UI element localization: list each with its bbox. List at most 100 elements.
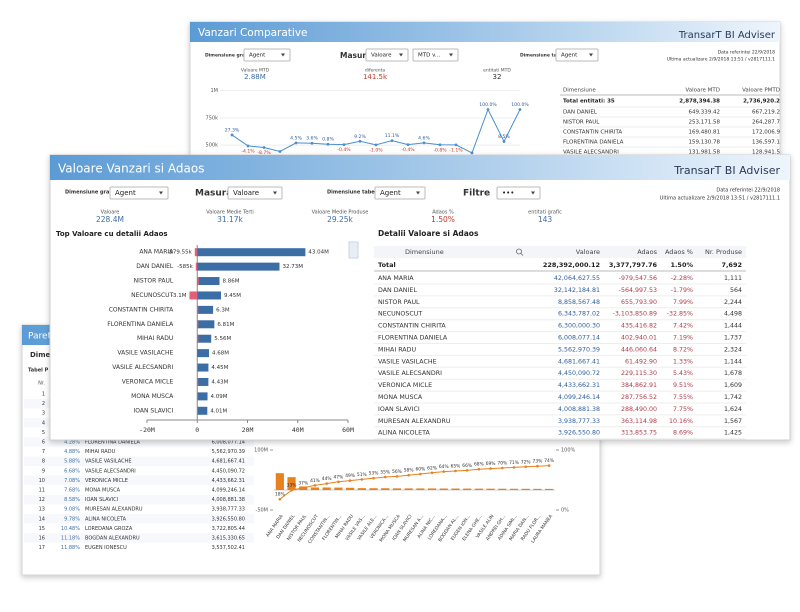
table-header: Nr. Produse	[705, 248, 742, 256]
point	[501, 466, 504, 470]
table-cell: 229,115.30	[621, 370, 657, 377]
table-cell: 667,219.2	[752, 110, 780, 116]
category-label: IOAN SLAVICI	[134, 407, 174, 414]
table-cell: 32,142,184.81	[554, 287, 600, 294]
dropdown[interactable]	[109, 186, 169, 200]
table-cell: 1,567	[724, 418, 742, 425]
data-label: 4.09M	[211, 394, 228, 400]
table-header: Adaos %	[665, 248, 693, 256]
table-cell: 7.75%	[673, 406, 693, 413]
bar	[197, 406, 198, 415]
table-cell: 11.88%	[61, 545, 80, 551]
table-cell: DAN DANIEL	[378, 287, 417, 294]
category-label: NISTOR PAUL	[134, 278, 174, 285]
table-cell: 384,862.91	[621, 382, 657, 389]
bar	[346, 487, 355, 490]
table-cell: -3,103,850.89	[613, 311, 657, 318]
table-header: Adaos	[637, 248, 657, 256]
bar	[197, 363, 209, 372]
data-label: 100.0%	[511, 102, 529, 108]
point	[342, 143, 346, 147]
data-label: 68%	[474, 462, 484, 468]
point	[477, 467, 481, 471]
point	[313, 484, 317, 487]
table-cell: VASILE ALECSANDRI	[563, 150, 619, 156]
table-cell: CONSTANTIN CHIRITA	[563, 130, 622, 136]
dropdown[interactable]	[374, 186, 426, 200]
dropdown[interactable]	[243, 48, 291, 62]
kpi-value: 31.17k	[217, 215, 243, 224]
dropdown-caret	[273, 191, 277, 195]
data-label: 51%	[357, 472, 367, 478]
search-icon-handle	[520, 253, 524, 256]
table-cell: 8.69%	[673, 430, 693, 437]
dropdown[interactable]	[555, 48, 599, 62]
table-cell: 10.16%	[669, 418, 693, 425]
table-cell: 3,537,502.41	[212, 545, 245, 551]
data-label: 4.68M	[212, 351, 229, 357]
table-cell: 4,450,090.72	[558, 370, 600, 377]
table-cell: MURESAN ALEXANDRU	[378, 418, 451, 425]
bar	[197, 363, 198, 372]
dropdown[interactable]	[412, 48, 459, 62]
dropdown[interactable]	[496, 186, 541, 200]
chart-title: Top Valoare cu detalii Adaos	[56, 230, 168, 238]
data-label: 4.01M	[210, 408, 227, 414]
table-header: Dimensiune	[405, 248, 444, 256]
table-cell: ANA MARIA	[378, 275, 414, 282]
title-bar	[50, 155, 790, 180]
point	[524, 465, 528, 469]
table-cell: 5	[42, 430, 45, 436]
table-cell: -564,997.53	[619, 287, 657, 294]
table-cell: 3,722,805.44	[212, 526, 245, 532]
date-reference: Data referintei 22/9/2018	[718, 50, 775, 56]
table-cell: 7	[42, 449, 45, 455]
table-cell: 4,450,090.72	[212, 468, 245, 474]
table-cell: 13	[39, 507, 45, 513]
kpi-value: 228.4M	[96, 215, 124, 224]
kpi-label: Adaos %	[432, 210, 454, 216]
table-cell: FLORENTINA DANIELA	[378, 335, 448, 342]
table-cell: MONA MUSCA	[85, 488, 121, 494]
table-total: Total entitati: 35	[563, 99, 615, 105]
y-tick-label: -50M	[256, 508, 268, 514]
data-label: 8.5%	[498, 134, 510, 140]
bar	[197, 248, 306, 257]
table-cell: 11.18%	[61, 536, 80, 542]
point	[486, 108, 490, 111]
kpi-value: 1.50%	[431, 215, 455, 224]
y2-tick-label: 0%	[561, 508, 569, 514]
point	[372, 476, 375, 480]
point	[383, 475, 387, 479]
table-cell: ALINA NICOLETA	[85, 516, 127, 522]
table-cell: 1	[42, 392, 45, 398]
table-cell: 264,287.7	[752, 120, 780, 126]
point	[489, 467, 492, 470]
table-cell: 5.88%	[64, 459, 80, 465]
table-total: 1.50%	[670, 261, 693, 269]
data-label: 18%	[275, 492, 285, 498]
data-label: 58%	[404, 468, 414, 474]
table-cell: DAN DANIEL	[563, 110, 598, 116]
row-band	[24, 523, 254, 534]
table-cell: 6,300,000.30	[558, 323, 600, 330]
search-icon[interactable]	[516, 248, 522, 255]
point	[518, 108, 522, 111]
mini-scrollbar[interactable]	[348, 241, 359, 259]
bar	[463, 488, 472, 490]
bar	[287, 477, 296, 490]
table-cell: IOAN SLAVICI	[378, 406, 420, 413]
table-header: Nr.	[38, 381, 45, 387]
table-cell: 12	[39, 497, 45, 503]
dropdown[interactable]	[365, 48, 409, 62]
dropdown[interactable]	[227, 186, 283, 200]
point	[337, 480, 340, 484]
point	[454, 469, 457, 473]
y-tick-label: 100M	[254, 448, 268, 454]
category-label: NECUNOSCUT	[131, 292, 173, 299]
table-cell: 1,737	[724, 335, 742, 342]
bar	[416, 488, 425, 490]
table-cell: VASILE ALECSANDRI	[85, 468, 136, 474]
